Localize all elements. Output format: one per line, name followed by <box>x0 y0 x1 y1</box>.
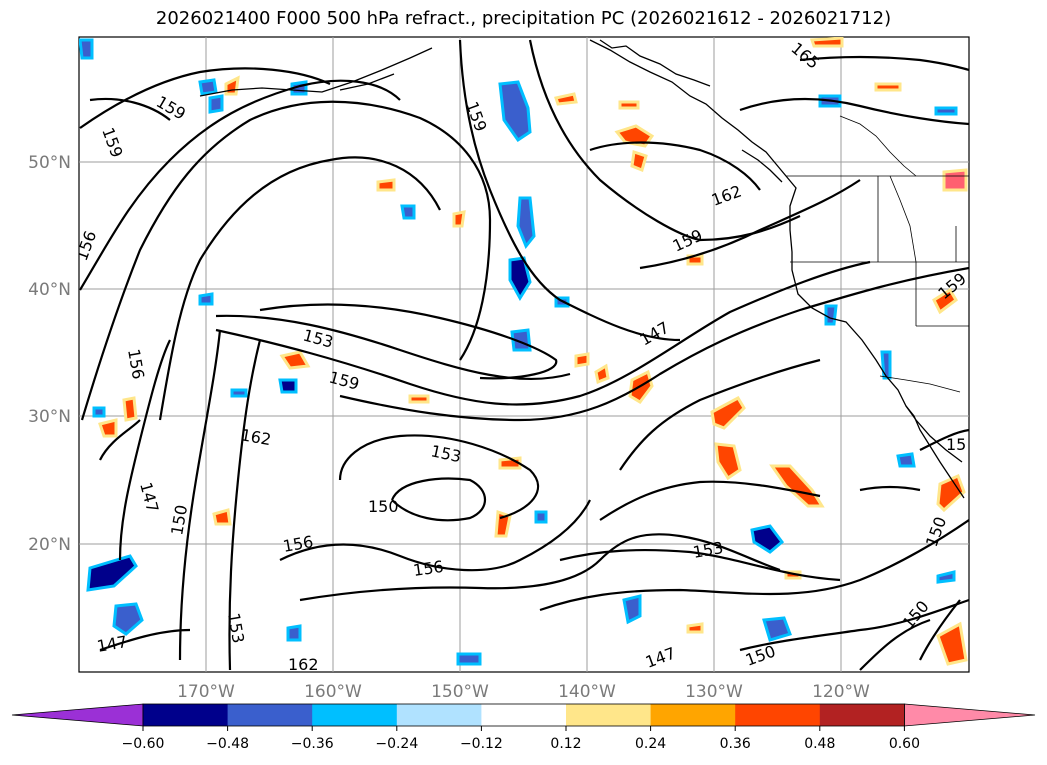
longitude-labels: 170°W 160°W 150°W 140°W 130°W 120°W <box>177 682 870 702</box>
colorbar-segment <box>735 704 821 726</box>
colorbar-segment <box>481 704 567 726</box>
colorbar-tick-label: −0.12 <box>460 736 503 752</box>
colorbar-tick-label: −0.36 <box>291 736 334 752</box>
lat-label: 30°N <box>28 407 71 427</box>
colorbar-segment <box>566 704 652 726</box>
boundaries <box>786 115 969 393</box>
colorbar-extend-min <box>11 703 144 727</box>
colorbar-tick-label: −0.48 <box>206 736 249 752</box>
colorbar-tick-label: 0.60 <box>889 736 920 752</box>
colorbar-tick-label: 0.48 <box>804 736 835 752</box>
colorbar-segment <box>312 704 398 726</box>
colorbar-frame <box>142 703 905 727</box>
contour-label: 150 <box>368 497 399 516</box>
lon-label: 140°W <box>558 682 616 702</box>
coastlines <box>199 39 965 499</box>
colorbar: −0.60 −0.48 −0.36 −0.24 −0.12 0.12 0.24 0.36 0.4… <box>11 703 1036 752</box>
map-title: 2026021400 F000 500 hPa refract., precip… <box>155 8 892 29</box>
refractivity-contours <box>79 39 969 671</box>
lon-label: 150°W <box>431 682 489 702</box>
colorbar-extend-max <box>904 703 1036 727</box>
colorbar-tick-label: 0.24 <box>635 736 666 752</box>
lat-label: 40°N <box>28 280 71 300</box>
colorbar-tick-label: 0.12 <box>550 736 581 752</box>
contour-label: 162 <box>288 655 319 674</box>
contour-label: 156 <box>412 557 445 580</box>
precip-negative <box>79 38 958 666</box>
lon-label: 170°W <box>177 682 235 702</box>
lat-label: 20°N <box>28 535 71 555</box>
colorbar-segment <box>143 704 229 726</box>
colorbar-segment <box>819 704 905 726</box>
lon-label: 120°W <box>812 682 870 702</box>
colorbar-segment <box>227 704 313 726</box>
lon-label: 130°W <box>685 682 743 702</box>
lat-label: 50°N <box>28 153 71 173</box>
colorbar-tick-label: −0.60 <box>122 736 165 752</box>
contour-label: 15 <box>946 435 966 454</box>
colorbar-segment <box>650 704 736 726</box>
map-plot-area: 159 159 156 156 147 159 162 159 165 153 … <box>78 36 970 674</box>
latitude-labels: 50°N 40°N 30°N 20°N <box>28 153 71 555</box>
colorbar-tick-label: 0.36 <box>720 736 751 752</box>
lon-label: 160°W <box>304 682 362 702</box>
colorbar-tick-label: −0.24 <box>375 736 418 752</box>
colorbar-segment <box>396 704 482 726</box>
